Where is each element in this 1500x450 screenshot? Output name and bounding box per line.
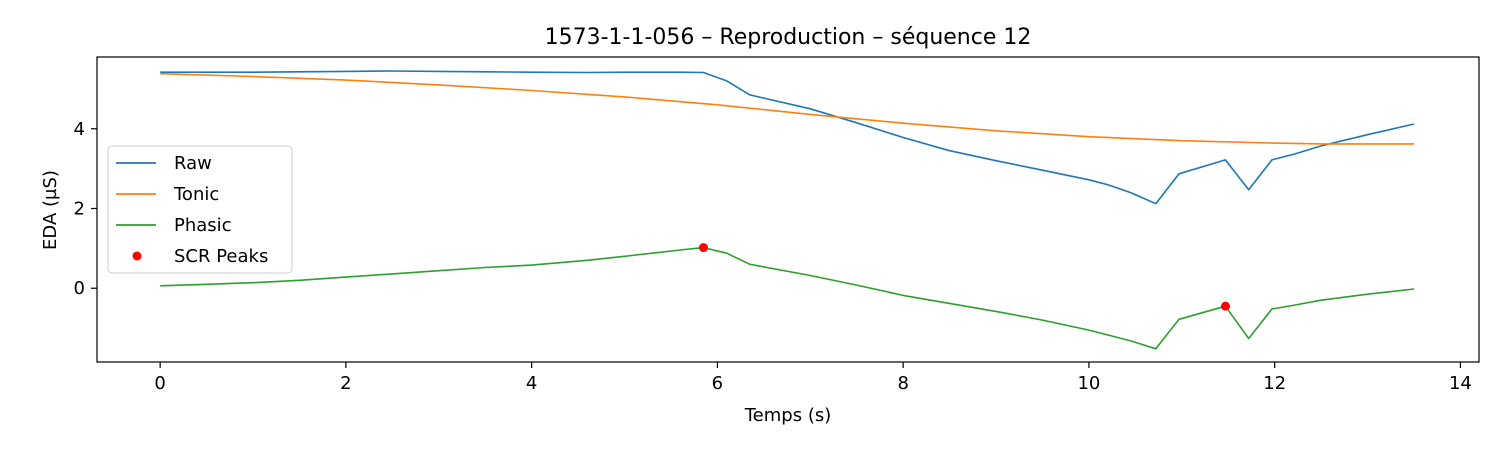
- legend-label: Raw: [174, 153, 212, 174]
- x-tick-label: 12: [1263, 373, 1286, 394]
- x-tick-label: 10: [1077, 373, 1100, 394]
- legend-label: SCR Peaks: [174, 246, 268, 267]
- y-axis-label: EDA (µS): [40, 170, 61, 250]
- legend-box: [107, 145, 293, 274]
- x-axis-label: Temps (s): [744, 405, 832, 426]
- x-tick-label: 2: [340, 373, 351, 394]
- scr-peak-point: [698, 243, 708, 253]
- x-tick-label: 6: [712, 373, 723, 394]
- y-axis-ticks: 0 2 4: [74, 119, 97, 299]
- series-line-tonic: [160, 72, 1414, 145]
- x-tick-label: 0: [154, 373, 165, 394]
- y-tick-label: 4: [74, 119, 85, 140]
- x-tick-label: 14: [1449, 373, 1472, 394]
- legend-label: Phasic: [174, 215, 232, 236]
- x-tick-label: 4: [526, 373, 537, 394]
- scr-peak-point: [1220, 301, 1230, 311]
- legend-label: Tonic: [173, 184, 219, 205]
- series-line-raw: [160, 70, 1415, 205]
- x-axis-ticks: 0 2 4 6 8 10 12 14: [154, 362, 1472, 394]
- chart-title: 1573-1-1-056 – Reproduction – séquence 1…: [545, 25, 1032, 50]
- y-tick-label: 0: [74, 278, 85, 299]
- y-tick-label: 2: [74, 199, 85, 220]
- x-tick-label: 8: [897, 373, 908, 394]
- series-line-phasic: [160, 246, 1415, 350]
- legend: Raw Tonic Phasic SCR Peaks: [107, 145, 293, 274]
- plot-area: [96, 56, 1480, 363]
- legend-swatch-scr-peaks: [132, 251, 142, 261]
- plot-frame: [96, 56, 1480, 363]
